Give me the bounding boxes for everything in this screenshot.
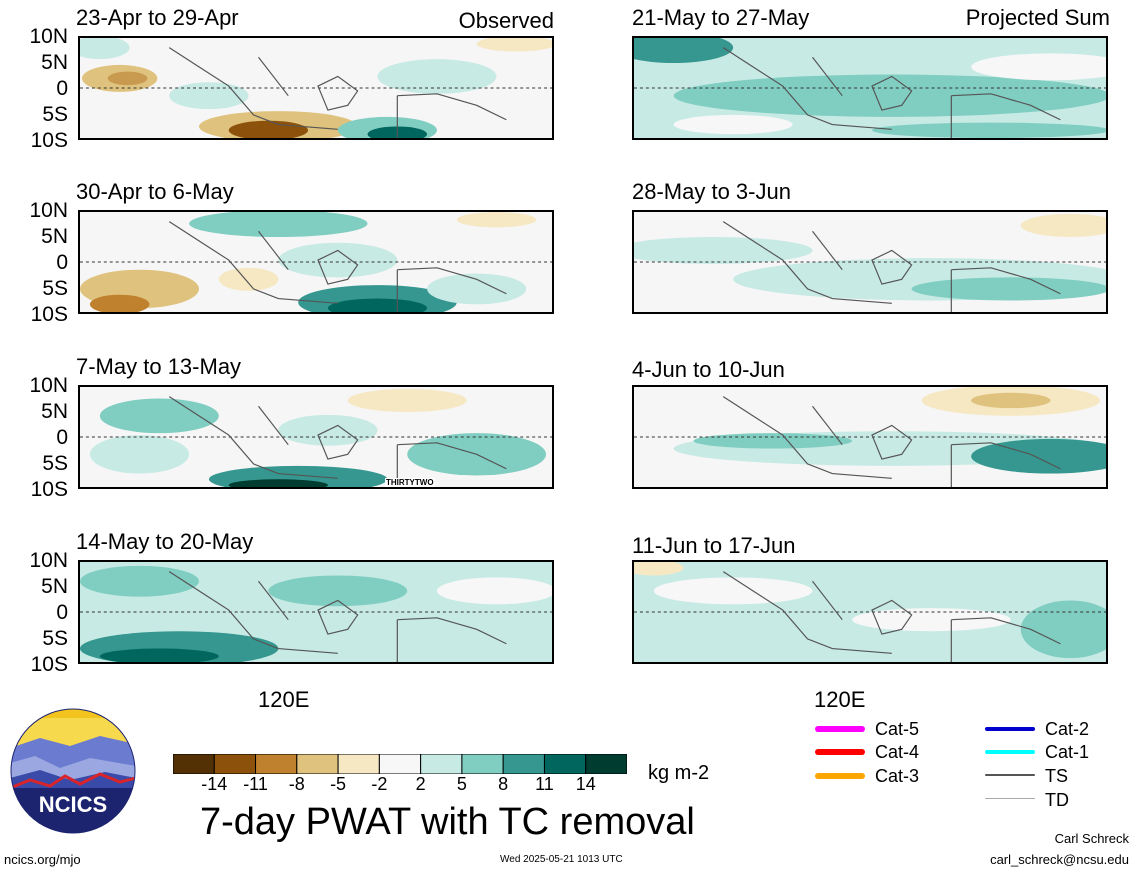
x-label-right: 120E	[814, 687, 866, 712]
map-area	[632, 560, 1108, 664]
y-label: 10N	[29, 25, 68, 48]
y-label: 0	[56, 601, 68, 624]
colorbar-swatch	[461, 754, 504, 774]
y-label: 10N	[29, 374, 68, 397]
colorbar-swatch	[420, 754, 463, 774]
panel-title: 23-Apr to 29-Apr	[76, 5, 239, 30]
y-label: 5N	[41, 575, 68, 598]
legend-label: TD	[1045, 790, 1069, 810]
legend-label: Cat-5	[875, 719, 920, 739]
y-label: 5N	[41, 400, 68, 423]
panel-title: 7-May to 13-May	[76, 354, 242, 379]
y-label: 5S	[42, 277, 68, 300]
legend-label: Cat-3	[875, 766, 920, 786]
y-label: 5N	[41, 51, 68, 74]
legend-label: Cat-1	[1045, 742, 1090, 762]
y-label: 5S	[42, 103, 68, 126]
panel-title: 28-May to 3-Jun	[632, 179, 791, 204]
footer-url: ncics.org/mjo	[4, 852, 81, 867]
units-label: kg m-2	[648, 762, 710, 784]
legend-swatch-ts	[985, 774, 1035, 776]
y-label: 10S	[30, 478, 68, 501]
y-label: 0	[56, 251, 68, 274]
footer-timestamp: Wed 2025-05-21 1013 UTC	[500, 854, 623, 865]
footer-email: carl_schreck@ncsu.edu	[990, 852, 1129, 867]
legend-swatch-cat1	[985, 750, 1035, 754]
y-label: 0	[56, 77, 68, 100]
x-label-left: 120E	[258, 687, 310, 712]
colorbar-swatch	[213, 754, 257, 774]
map-area	[78, 36, 554, 140]
map-area	[632, 210, 1108, 314]
colorbar-swatch	[543, 754, 587, 774]
panel-title: 30-Apr to 6-May	[76, 179, 234, 204]
map-area	[78, 210, 554, 314]
colorbar-tick: -8	[288, 774, 305, 794]
map-area	[632, 385, 1108, 489]
legend-swatch-cat2	[985, 727, 1035, 731]
y-label: 10N	[29, 549, 68, 572]
ncics-logo-icon: NCICS	[10, 708, 136, 834]
colorbar-swatch	[296, 754, 339, 774]
panel-tag: Observed	[458, 8, 554, 33]
colorbar-tick: 11	[535, 774, 554, 794]
colorbar-swatch	[502, 754, 545, 774]
logo-text: NCICS	[39, 792, 107, 817]
legend-swatch-td	[985, 798, 1035, 799]
main-title: 7-day PWAT with TC removal	[200, 801, 695, 843]
colorbar-tick: 5	[456, 774, 467, 794]
colorbar-swatch	[378, 754, 422, 774]
colorbar-swatch	[173, 754, 215, 774]
panel-tag: Projected Sum	[965, 5, 1110, 30]
map-area	[78, 385, 554, 489]
legend-label: TS	[1045, 766, 1069, 786]
colorbar-swatch	[337, 754, 380, 774]
map-area	[78, 560, 554, 664]
footer-author: Carl Schreck	[1054, 831, 1129, 846]
storm-label: THIRTYTWO	[385, 478, 435, 487]
legend-swatch-cat4	[815, 749, 865, 755]
legend-swatch-cat3	[815, 773, 865, 779]
y-label: 10S	[30, 129, 68, 152]
colorbar-swatch	[585, 754, 627, 774]
colorbar-tick: 2	[415, 774, 426, 794]
panel-title: 21-May to 27-May	[632, 5, 810, 30]
y-label: 5N	[41, 225, 68, 248]
colorbar-tick: 14	[575, 774, 596, 794]
y-label: 10N	[29, 199, 68, 222]
y-label: 5S	[42, 627, 68, 650]
colorbar	[173, 754, 627, 774]
legend-swatch-cat5	[815, 726, 865, 732]
colorbar-tick: -5	[330, 774, 347, 794]
legend-label: Cat-2	[1045, 719, 1090, 739]
colorbar-swatch	[255, 754, 298, 774]
colorbar-tick: -14	[201, 774, 228, 794]
y-label: 5S	[42, 452, 68, 475]
panel-title: 14-May to 20-May	[76, 529, 254, 554]
legend-label: Cat-4	[875, 742, 920, 762]
panel-title: 4-Jun to 10-Jun	[632, 357, 785, 382]
map-area	[632, 36, 1108, 140]
colorbar-tick: -2	[371, 774, 388, 794]
y-label: 0	[56, 426, 68, 449]
y-label: 10S	[30, 653, 68, 676]
panel-title: 11-Jun to 17-Jun	[632, 533, 796, 558]
colorbar-tick: 8	[498, 774, 509, 794]
y-label: 10S	[30, 303, 68, 326]
colorbar-tick: -11	[243, 774, 268, 794]
